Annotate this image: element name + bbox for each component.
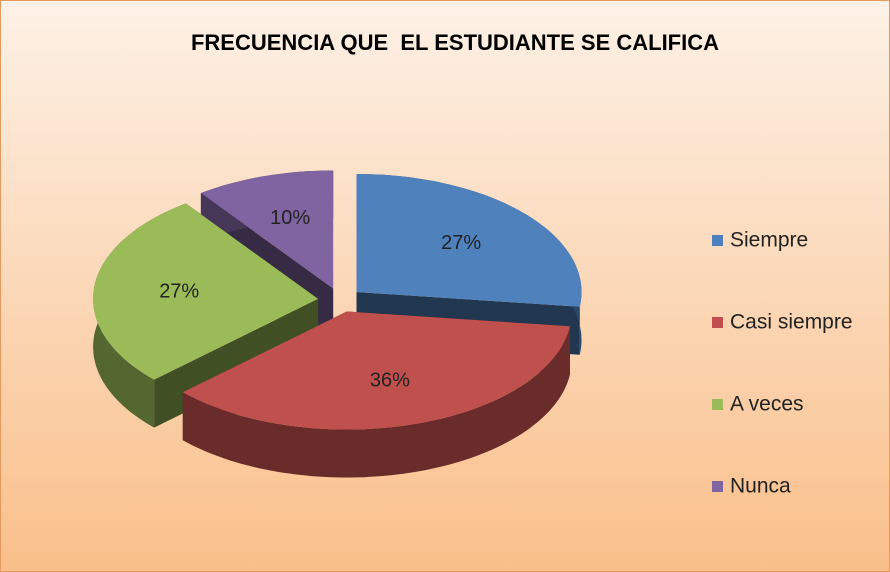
- legend-label: A veces: [730, 393, 804, 416]
- legend-swatch: [712, 481, 723, 492]
- slice: [182, 311, 571, 430]
- slice: [93, 203, 319, 380]
- legend: Siempre Casi siempre A veces Nunca: [712, 229, 853, 498]
- legend-label: Siempre: [730, 229, 808, 252]
- slice: [200, 170, 334, 289]
- data-label: 27%: [159, 280, 199, 302]
- slice-wall: [182, 326, 571, 478]
- pie: 10% 27% 27% 36%: [93, 170, 582, 478]
- legend-swatch: [712, 317, 723, 328]
- chart-title: FRECUENCIA QUE EL ESTUDIANTE SE CALIFICA: [191, 30, 719, 55]
- data-label: 27%: [441, 232, 481, 254]
- slice: [356, 174, 582, 307]
- legend-label: Nunca: [730, 475, 791, 498]
- legend-swatch: [712, 235, 723, 246]
- data-label: 36%: [370, 369, 410, 391]
- legend-label: Casi siempre: [730, 311, 853, 334]
- legend-swatch: [712, 399, 723, 410]
- data-label: 10%: [270, 207, 310, 229]
